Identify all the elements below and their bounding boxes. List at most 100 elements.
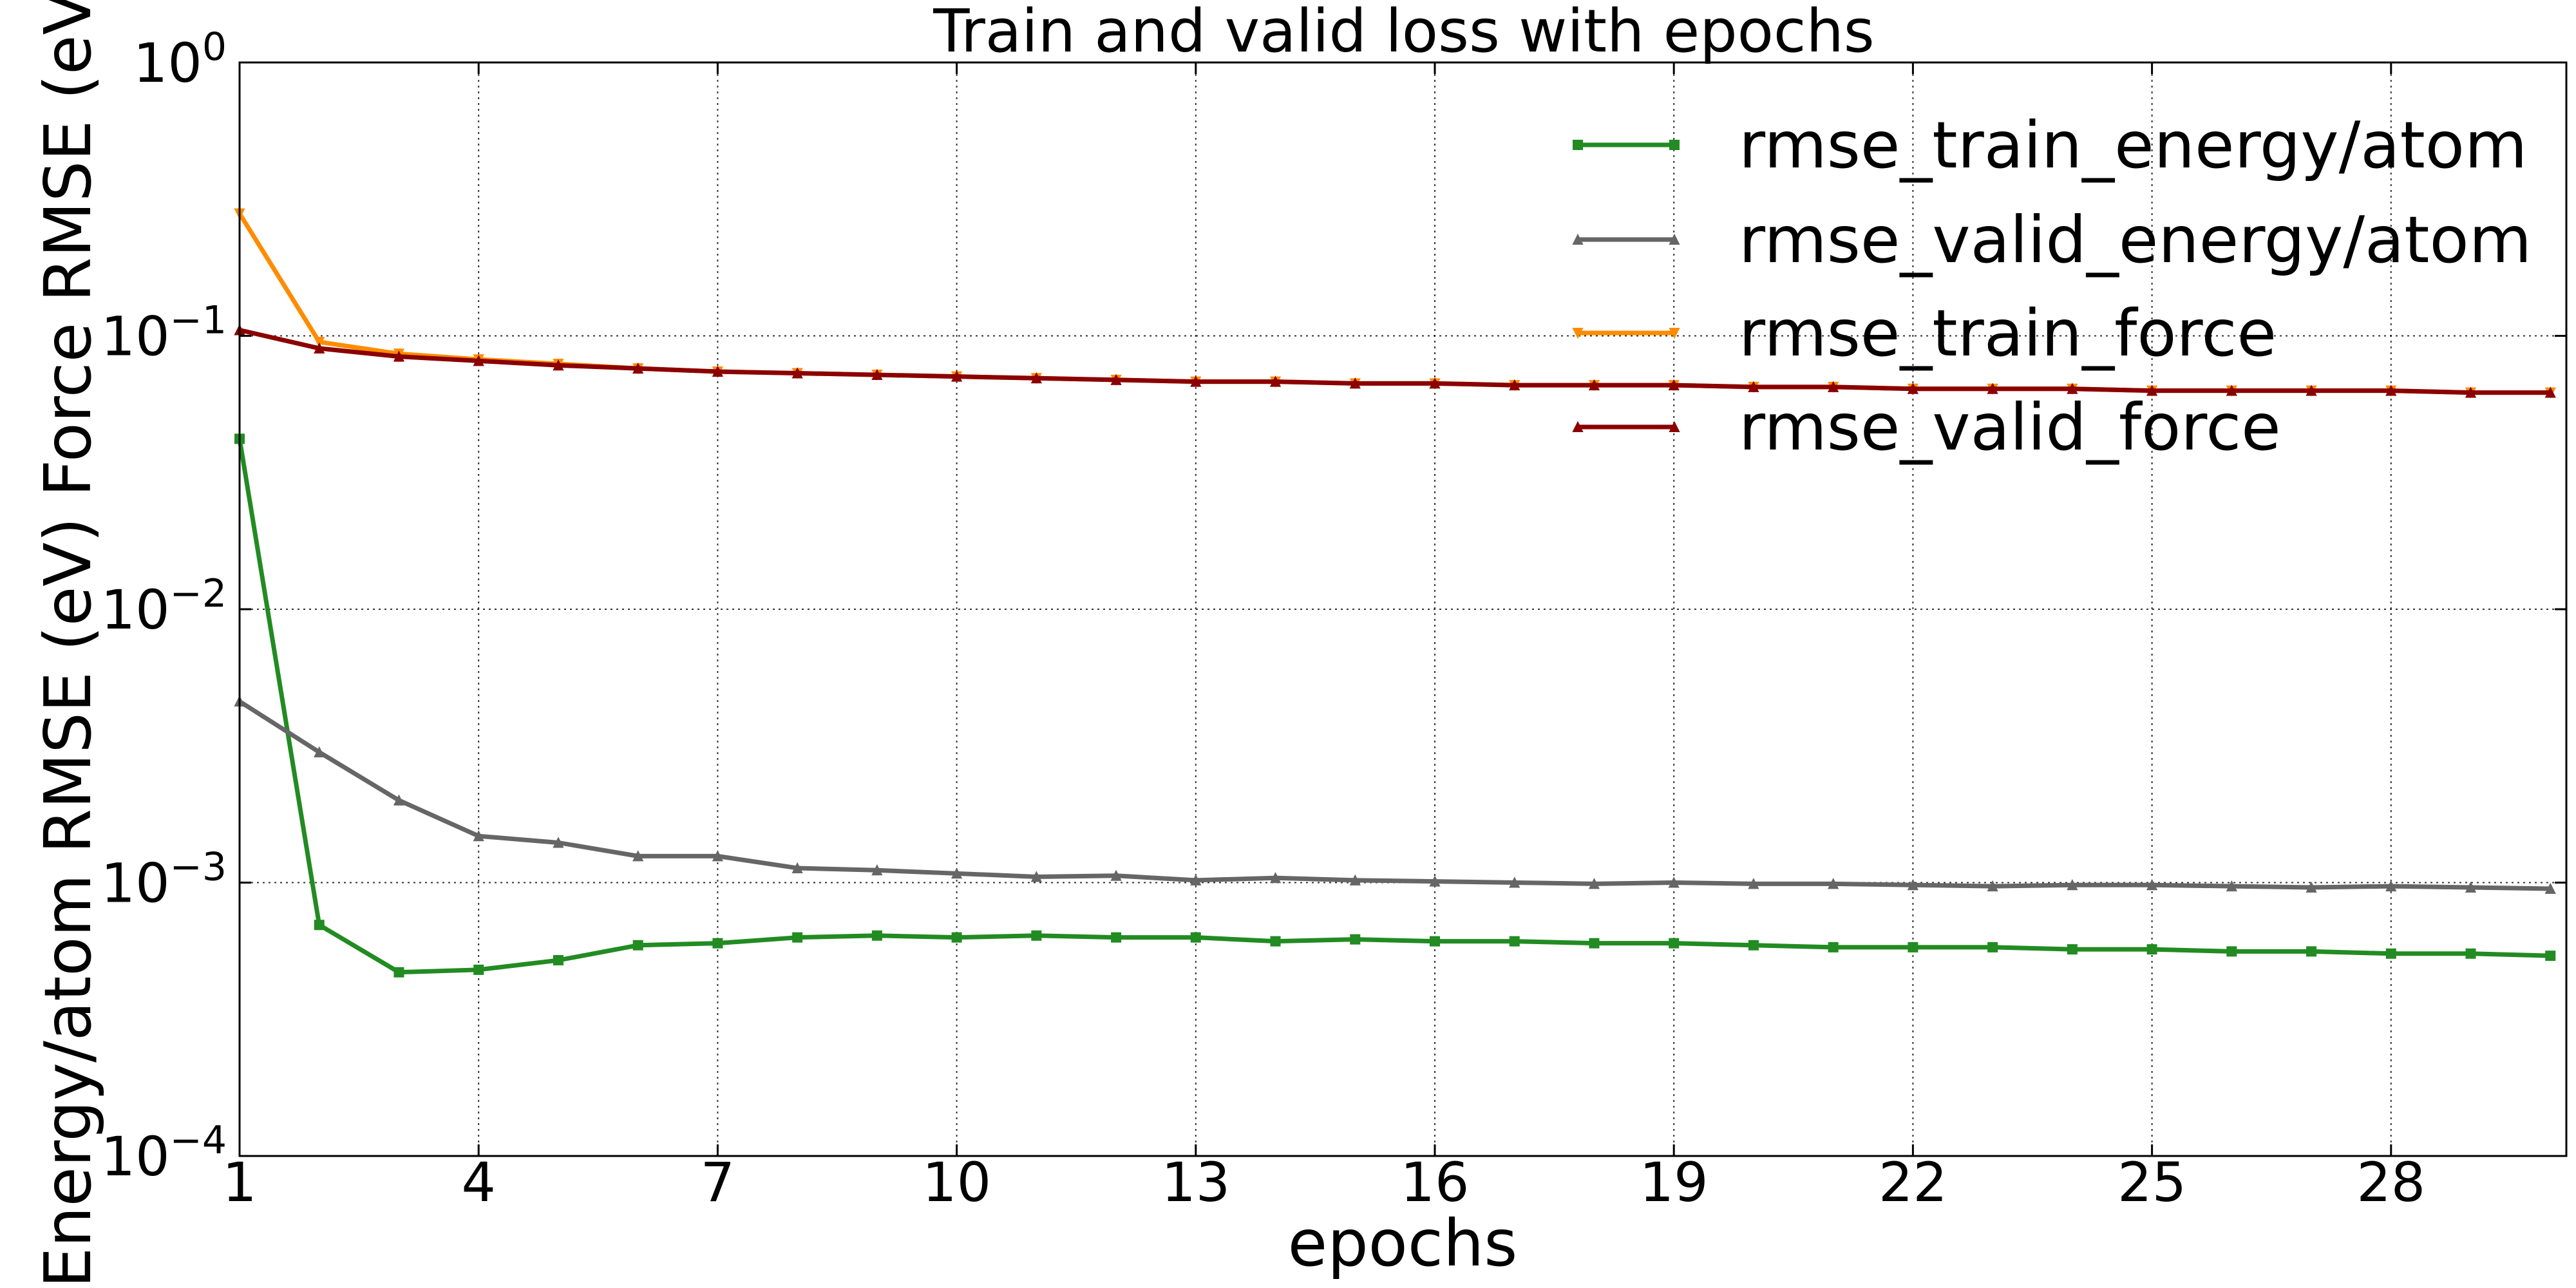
data-point [1350, 934, 1361, 945]
data-point [1908, 942, 1918, 952]
data-point [1190, 874, 1202, 886]
data-point [632, 850, 644, 862]
data-point [2306, 384, 2317, 396]
series-line [238, 699, 2551, 891]
data-point [314, 336, 325, 348]
data-point [1509, 936, 1520, 947]
data-point [2067, 878, 2078, 891]
data-point [1748, 878, 1759, 889]
data-point [951, 370, 963, 382]
series-rmse-valid-energy-atom [234, 695, 2556, 894]
data-point [2465, 948, 2476, 959]
data-point [2067, 944, 2078, 955]
data-point [1907, 383, 1919, 394]
x-tick-label: 25 [2117, 1151, 2186, 1214]
data-point [1110, 374, 1122, 385]
y-tick-label: 100 [133, 24, 227, 95]
y-axis: 10−4 10−3 10−2 10−1 100 [101, 24, 2566, 1188]
legend-label: rmse_valid_force [1739, 390, 2281, 465]
data-point [1429, 936, 1440, 947]
data-point [1030, 871, 1042, 882]
data-point [791, 862, 803, 873]
data-point [1828, 878, 1839, 889]
data-point [1588, 379, 1600, 391]
data-point [2306, 946, 2317, 957]
legend-marker [1572, 233, 1584, 245]
data-point [1111, 932, 1122, 943]
data-point [393, 350, 405, 362]
data-point [1828, 381, 1839, 392]
x-axis: 1 4 7 10 13 16 19 22 25 28 [222, 62, 2425, 1214]
data-point [2306, 881, 2317, 893]
data-point [871, 930, 882, 941]
data-point [2226, 946, 2237, 957]
data-point [791, 367, 803, 379]
legend-marker [1669, 421, 1680, 432]
legend-label: rmse_train_force [1739, 296, 2277, 371]
y-axis-label: Energy/atom RMSE (eV) Force RMSE (eV/ [30, 0, 106, 1288]
data-point [2385, 948, 2396, 959]
data-point [393, 967, 404, 978]
y-tick-label: 10−2 [101, 571, 227, 641]
y-tick-label: 10−1 [101, 298, 227, 368]
x-tick-label: 16 [1401, 1151, 1470, 1214]
data-point [712, 850, 724, 862]
data-point [712, 365, 724, 377]
data-point [2385, 384, 2397, 396]
data-point [1828, 942, 1839, 952]
data-point [1269, 375, 1282, 387]
data-point [1429, 377, 1441, 389]
data-point [1509, 379, 1520, 391]
data-point [871, 864, 883, 876]
data-point [2146, 384, 2158, 396]
data-point [1907, 878, 1919, 891]
data-point [1429, 875, 1441, 887]
y-tick-label: 10−3 [101, 845, 227, 915]
legend-marker [1572, 421, 1584, 432]
data-point [1030, 372, 1042, 384]
data-point [2226, 880, 2237, 892]
x-tick-label: 1 [222, 1151, 256, 1214]
data-point [553, 955, 564, 966]
data-point [1669, 938, 1680, 949]
x-tick-label: 10 [922, 1151, 991, 1214]
x-tick-label: 22 [1879, 1151, 1947, 1214]
x-axis-label: epochs [1288, 1206, 1518, 1281]
data-point [1748, 940, 1759, 951]
data-point [712, 938, 723, 949]
data-point [2146, 878, 2158, 891]
data-point [951, 867, 963, 879]
legend-marker [1572, 328, 1584, 339]
legend-label: rmse_valid_energy/atom [1739, 202, 2532, 278]
data-point [473, 964, 484, 975]
legend-marker [1669, 328, 1680, 339]
series-line [237, 438, 2551, 975]
series-rmse-valid-force [234, 324, 2556, 398]
data-point [632, 940, 643, 951]
data-point [1589, 938, 1600, 949]
data-point [1349, 874, 1361, 886]
data-point [1987, 880, 1998, 892]
data-point [473, 829, 484, 842]
data-point [1987, 942, 1998, 952]
data-point [1349, 377, 1361, 389]
data-point [1270, 936, 1281, 947]
data-point [1190, 932, 1201, 943]
data-point [2465, 386, 2477, 398]
series-line [239, 328, 2551, 395]
data-point [393, 794, 405, 806]
data-point [1269, 872, 1282, 884]
legend-marker [1573, 140, 1583, 150]
data-point [2544, 386, 2556, 398]
x-tick-label: 4 [461, 1151, 495, 1214]
data-point [553, 359, 564, 371]
x-tick-label: 7 [701, 1151, 735, 1214]
data-point [314, 342, 325, 354]
data-point [1668, 379, 1680, 391]
data-point [1509, 876, 1520, 888]
x-tick-label: 19 [1640, 1151, 1709, 1214]
x-tick-label: 28 [2356, 1151, 2425, 1214]
data-point [1748, 381, 1759, 392]
